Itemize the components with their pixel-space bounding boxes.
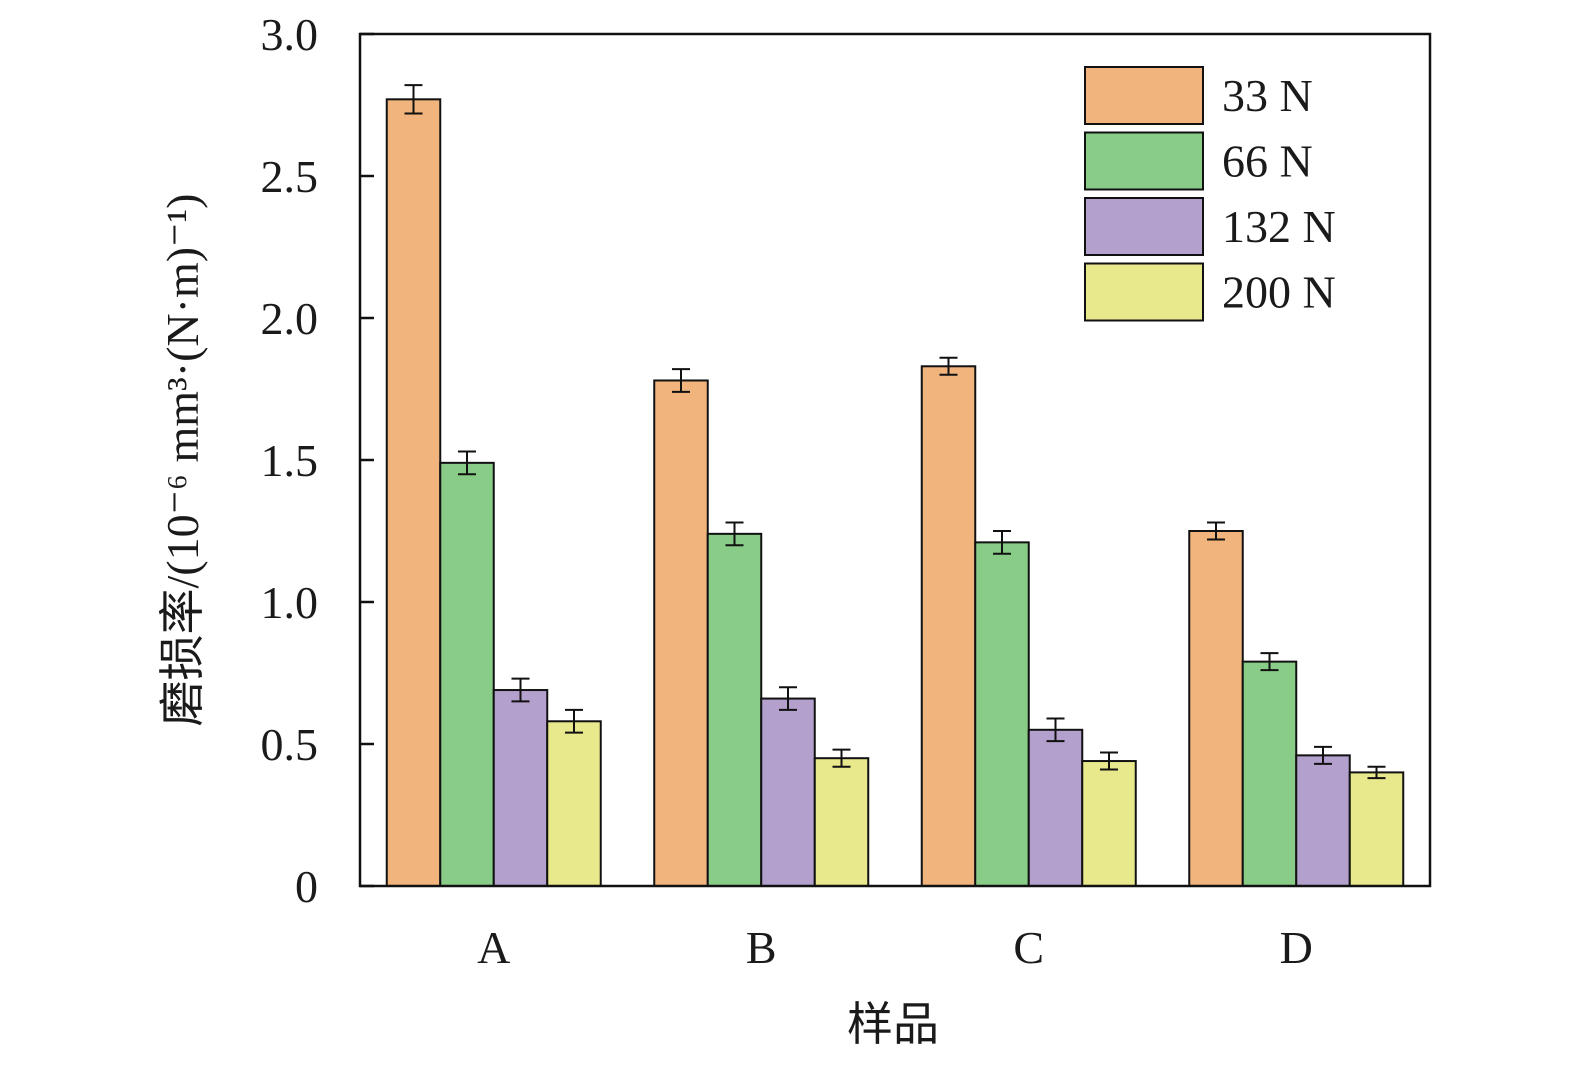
bar-d-33n [1188,530,1244,887]
bar-a-132n [492,689,549,887]
error-bar-c-200n [1100,751,1118,771]
bar-b-200n [813,757,870,888]
x-category-label: A [477,922,510,973]
error-bar-d-132n [1314,745,1332,765]
error-bar-c-132n [1046,717,1065,743]
y-tick-label: 1.0 [261,577,319,628]
y-tick-label: 0 [295,861,318,912]
y-tick-label: 2.0 [261,293,319,344]
bar-c-132n [1027,728,1084,887]
bar-b-132n [760,697,816,887]
legend-swatch-66n [1084,131,1204,191]
x-axis-categories: A B C D [477,922,1313,973]
y-tick-label: 1.5 [261,435,319,486]
error-bar-a-200n [565,708,583,734]
bar-c-33n [920,365,977,887]
error-bar-b-66n [725,521,744,547]
bar-d-200n [1348,771,1405,888]
legend-label: 200 N [1222,267,1336,318]
bar-c-66n [974,541,1030,887]
error-bar-a-66n [458,450,476,476]
bar-b-66n [706,532,763,888]
legend: 33 N 66 N 132 N 200 N [1084,66,1336,322]
error-bar-d-66n [1260,652,1279,672]
bar-b-33n [653,379,709,887]
legend-swatch-132n [1084,197,1204,256]
y-tick-label: 3.0 [261,9,319,60]
error-bar-b-132n [779,686,797,711]
x-axis-title: 样品 [847,999,939,1050]
error-bar-d-33n [1207,521,1225,541]
x-category-label: C [1013,922,1044,973]
legend-label: 132 N [1222,201,1336,252]
legend-label: 33 N [1222,70,1313,121]
legend-swatch-33n [1084,66,1204,125]
bars-layer [385,98,1405,888]
error-bar-a-33n [404,84,423,115]
error-bar-b-33n [672,368,690,393]
bar-d-66n [1241,660,1298,888]
x-category-label: D [1280,922,1313,973]
legend-swatch-200n [1084,262,1204,322]
error-bar-c-66n [993,530,1011,555]
bar-a-33n [385,98,442,887]
bar-c-200n [1081,760,1137,887]
legend-label: 66 N [1222,136,1313,187]
error-bar-c-33n [939,356,958,376]
error-bar-a-132n [511,677,530,703]
bar-d-132n [1295,754,1351,887]
error-bars-layer [404,84,1386,780]
bar-a-66n [439,461,495,887]
error-bar-b-200n [832,748,851,768]
y-tick-label: 2.5 [261,151,319,202]
y-tick-label: 0.5 [261,719,319,770]
x-category-label: B [746,922,777,973]
y-axis-title: 磨损率/(10⁻⁶ mm³·(N·m)⁻¹) [157,194,208,727]
error-bar-d-200n [1367,765,1386,780]
y-axis-ticks: 0 0.5 1.0 1.5 2.0 2.5 3.0 [261,9,374,912]
bar-a-200n [546,720,602,888]
